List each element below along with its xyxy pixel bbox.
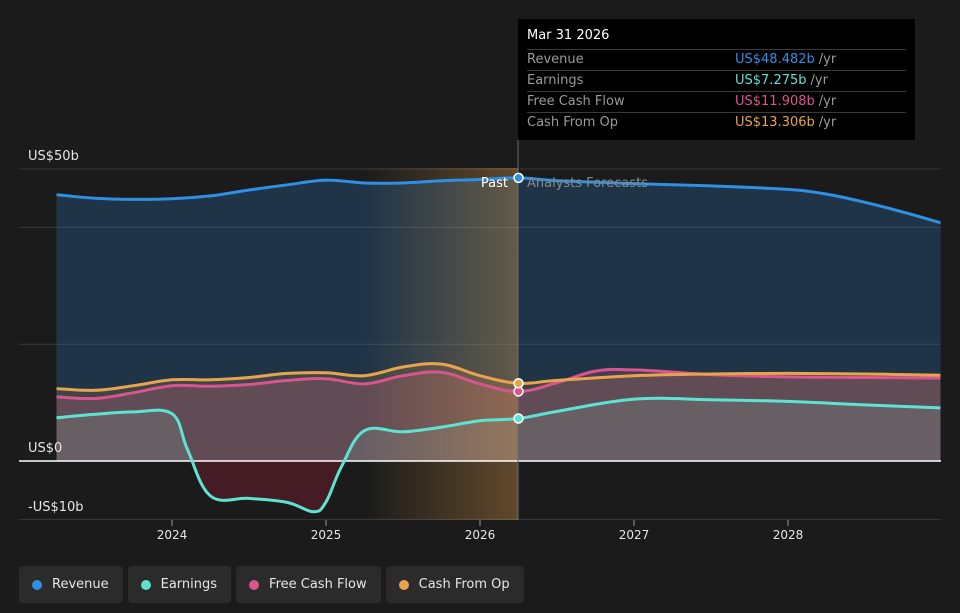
marker-revenue <box>513 172 524 184</box>
marker-earnings <box>513 413 524 424</box>
axes: US$50b US$0 -US$10b Past Analysts Foreca… <box>28 149 803 542</box>
area-earnings-negative <box>56 461 941 512</box>
tooltip-unit: /yr <box>810 73 828 88</box>
tooltip-value: US$13.306b <box>735 115 815 130</box>
tooltip-unit: /yr <box>818 52 837 67</box>
legend-item-free-cash-flow[interactable]: Free Cash Flow <box>236 566 381 603</box>
tooltip-unit: /yr <box>818 94 837 109</box>
legend-label: Earnings <box>160 577 218 592</box>
line-earnings <box>56 396 941 514</box>
tooltip-row-revenue: Revenue US$48.482b/yr <box>527 49 906 70</box>
series-markers <box>513 172 524 424</box>
tooltip-label: Cash From Op <box>527 115 619 130</box>
tooltip-value-earnings: US$7.275b/yr <box>735 71 828 91</box>
tooltip-value: US$48.482b <box>735 52 815 67</box>
legend-label: Free Cash Flow <box>269 577 367 592</box>
x-tick-label: 2028 <box>773 528 804 542</box>
y-label-zero: US$0 <box>28 441 62 456</box>
tooltip-label: Revenue <box>527 52 584 67</box>
legend: Revenue Earnings Free Cash Flow Cash Fro… <box>19 566 524 603</box>
line-cfo <box>56 362 941 392</box>
legend-item-earnings[interactable]: Earnings <box>127 566 232 603</box>
x-tick-label: 2027 <box>619 528 650 542</box>
legend-dot-icon <box>398 579 409 590</box>
tooltip-date: Mar 31 2026 <box>527 28 610 43</box>
tooltip-label: Earnings <box>527 73 584 88</box>
x-tick-label: 2025 <box>311 528 342 542</box>
tooltip-value-cfo: US$13.306b/yr <box>735 113 836 133</box>
tooltip-row-cfo: Cash From Op US$13.306b/yr <box>527 112 906 133</box>
legend-label: Revenue <box>52 577 109 592</box>
tooltip-value-fcf: US$11.908b/yr <box>735 92 836 112</box>
legend-item-revenue[interactable]: Revenue <box>19 566 123 603</box>
tooltip-unit: /yr <box>818 115 837 130</box>
marker-cfo <box>513 378 524 389</box>
legend-label: Cash From Op <box>418 577 510 592</box>
tooltip-value: US$7.275b <box>735 73 807 88</box>
legend-dot-icon <box>249 579 260 590</box>
x-tick-label: 2024 <box>157 528 188 542</box>
y-label-top: US$50b <box>28 149 79 164</box>
tooltip-value-revenue: US$48.482b/yr <box>735 50 836 70</box>
y-label-bottom: -US$10b <box>28 500 84 515</box>
line-revenue <box>56 176 941 225</box>
past-label: Past <box>481 176 508 191</box>
forecast-label: Analysts Forecasts <box>527 176 648 191</box>
tooltip-label: Free Cash Flow <box>527 94 625 109</box>
legend-item-cash-from-op[interactable]: Cash From Op <box>385 566 524 603</box>
tooltip-row-fcf: Free Cash Flow US$11.908b/yr <box>527 91 906 112</box>
past-region-highlight <box>364 168 518 520</box>
series-lines <box>56 176 941 514</box>
x-tick-label: 2026 <box>465 528 496 542</box>
legend-dot-icon <box>140 579 151 590</box>
legend-dot-icon <box>32 579 42 590</box>
tooltip-value: US$11.908b <box>735 94 815 109</box>
tooltip: Mar 31 2026 Revenue US$48.482b/yr Earnin… <box>518 19 915 140</box>
tooltip-row-earnings: Earnings US$7.275b/yr <box>527 70 906 91</box>
